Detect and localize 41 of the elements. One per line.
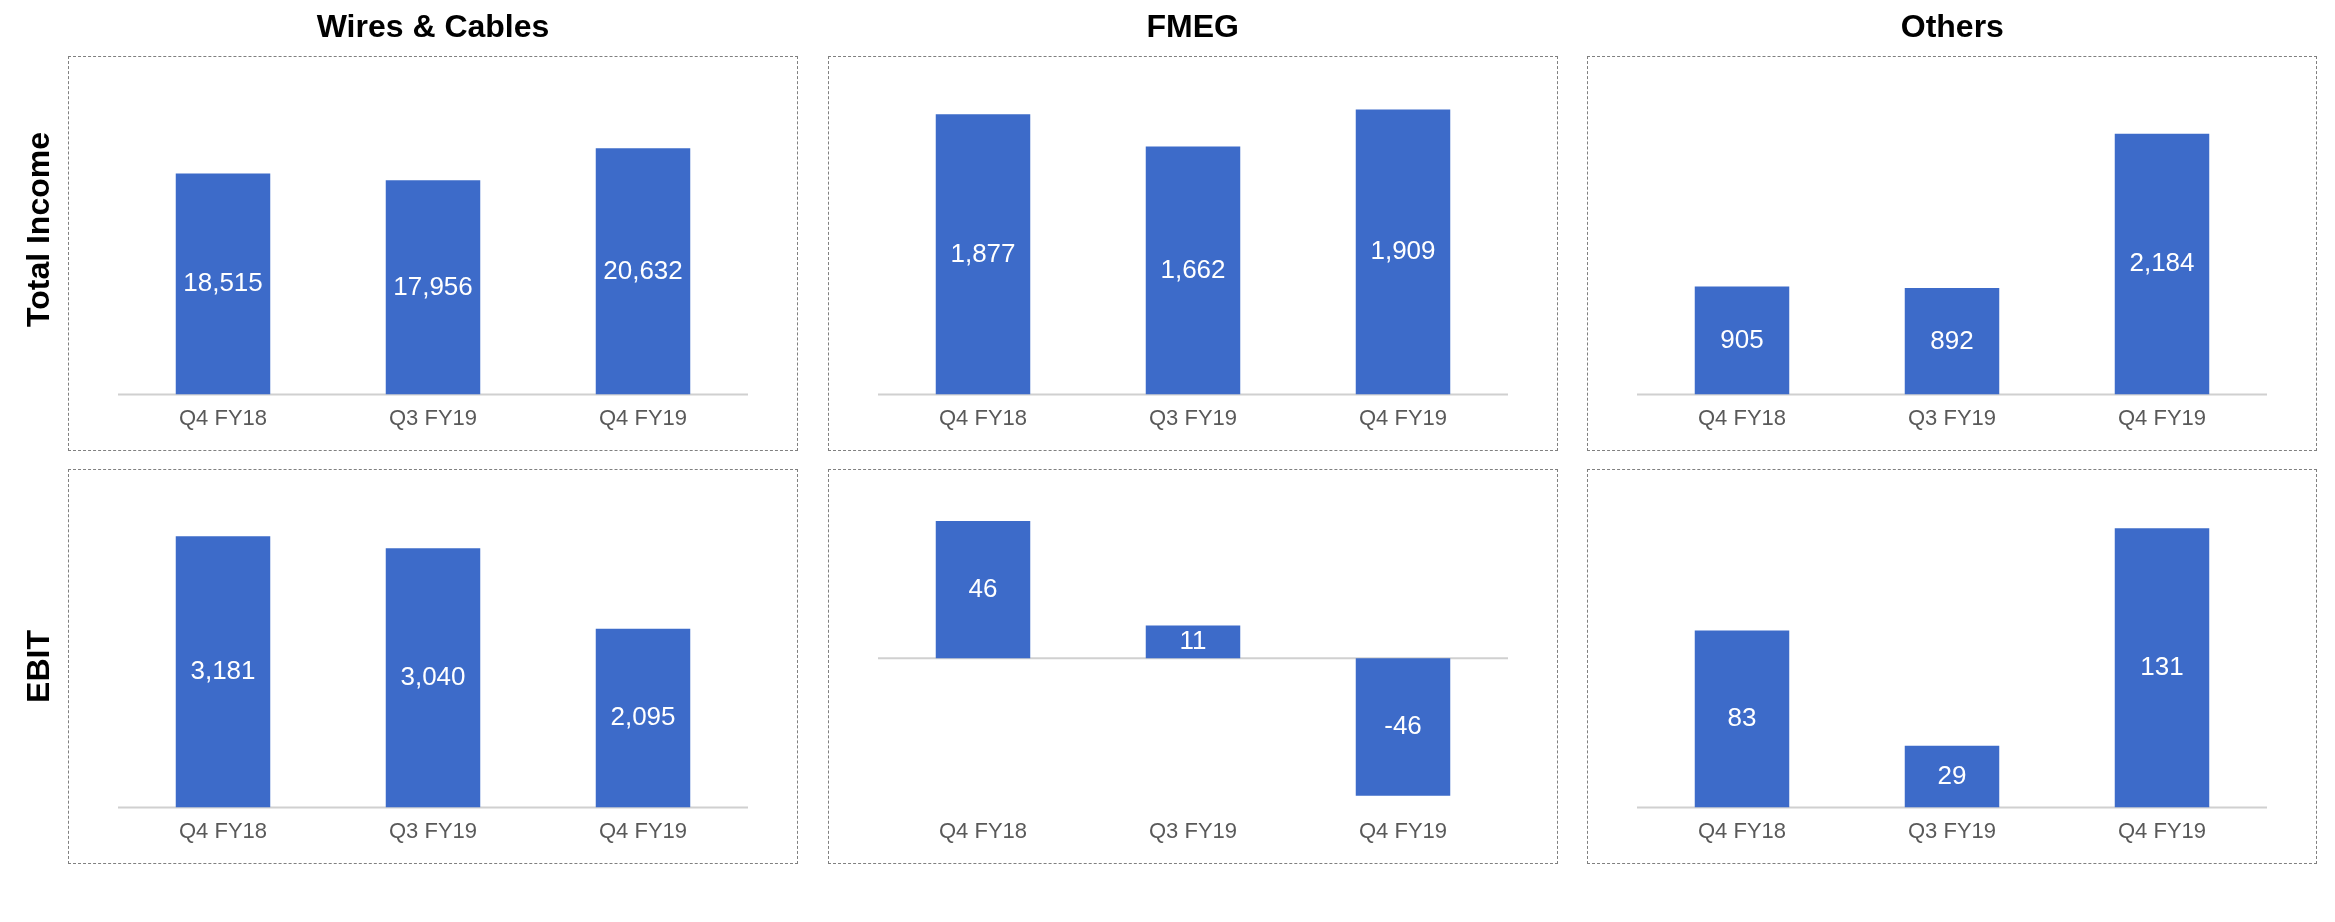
x-tick-label: Q3 FY19 <box>1148 817 1237 843</box>
data-label: 1,877 <box>950 237 1016 268</box>
x-tick-label: Q4 FY19 <box>598 817 688 843</box>
data-label: 2,184 <box>2129 247 2195 278</box>
x-tick-label: Q3 FY19 <box>1908 817 1997 843</box>
data-label: 11 <box>1179 625 1207 656</box>
data-label: 3,040 <box>400 661 466 692</box>
x-tick-label: Q4 FY19 <box>598 404 688 430</box>
x-tick-label: Q3 FY19 <box>1148 404 1237 430</box>
data-label: 1,662 <box>1160 253 1226 284</box>
data-label: 2,095 <box>610 701 676 732</box>
data-label: 46 <box>968 572 998 603</box>
x-tick-label: Q4 FY18 <box>1698 817 1787 843</box>
data-label: 83 <box>1727 702 1757 733</box>
x-tick-label: Q4 FY18 <box>178 817 268 843</box>
data-label: 892 <box>1930 324 1975 355</box>
y-axis-title: EBIT <box>19 630 57 703</box>
x-tick-label: Q4 FY18 <box>938 404 1027 430</box>
chart-title: Wires & Cables <box>315 8 551 46</box>
x-tick-label: Q4 FY18 <box>1698 404 1787 430</box>
y-axis-title: Total Income <box>19 132 57 327</box>
x-tick-label: Q4 FY19 <box>1358 817 1447 843</box>
data-label: 17,956 <box>393 270 473 301</box>
x-tick-label: Q3 FY19 <box>388 404 478 430</box>
x-tick-label: Q3 FY19 <box>1908 404 1997 430</box>
chart-title: FMEG <box>1145 8 1240 46</box>
x-tick-label: Q4 FY19 <box>2118 817 2207 843</box>
data-label: 29 <box>1937 759 1967 790</box>
data-label: 131 <box>2140 651 2185 682</box>
data-label: 20,632 <box>603 254 683 285</box>
x-tick-label: Q3 FY19 <box>388 817 478 843</box>
data-label: 1,909 <box>1370 235 1436 266</box>
data-label: 18,515 <box>183 267 263 298</box>
x-tick-label: Q4 FY19 <box>2118 404 2207 430</box>
x-tick-label: Q4 FY19 <box>1358 404 1447 430</box>
data-label: 3,181 <box>190 655 256 686</box>
chart-title: Others <box>1899 8 2005 46</box>
data-label: -46 <box>1383 710 1422 741</box>
x-tick-label: Q4 FY18 <box>938 817 1027 843</box>
data-label: 905 <box>1720 323 1765 354</box>
x-tick-label: Q4 FY18 <box>178 404 268 430</box>
